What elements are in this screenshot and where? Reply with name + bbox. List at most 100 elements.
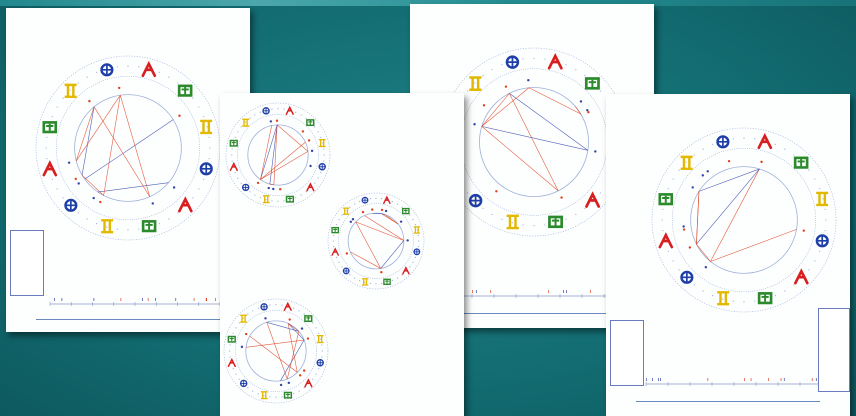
degree-dot [544,224,546,226]
aspect-line [355,221,404,241]
degree-dot [321,344,323,346]
degree-dot [281,396,283,398]
degree-dot [192,97,194,99]
chart-wheel-right [645,127,837,386]
planet-marker [267,186,270,190]
aspect-scale [449,290,627,298]
aspect-table-secondary [818,308,850,392]
inner-ring [479,87,589,197]
middle-ring [338,203,414,279]
taurus-glyph [383,278,391,285]
degree-dot [793,284,795,286]
aries-glyph [658,232,674,249]
planet-marker [310,149,314,153]
planet-marker [99,200,102,204]
aspect-line [696,168,760,245]
degree-dot [824,208,826,210]
degree-dot [237,131,239,133]
aspect-line [287,323,298,373]
gemini-glyph [816,191,829,207]
planet-marker [67,161,71,164]
degree-dot [335,256,338,258]
cancer-glyph [361,196,369,204]
degree-dot [240,126,242,128]
planet-marker [361,210,365,214]
aries-glyph [585,191,601,208]
degree-dot [206,126,208,128]
degree-dot [315,373,317,375]
degree-dot [364,281,366,283]
degree-dot [293,393,295,395]
taurus-glyph [229,139,238,147]
planet-marker [74,177,77,181]
middle-ring [671,147,817,293]
degree-dot [693,284,695,286]
degree-dot [77,82,79,84]
cancer-glyph [316,359,324,367]
taurus-glyph [42,121,58,134]
degree-dot [409,266,411,268]
degree-dot [86,76,88,78]
degree-dot [808,269,810,271]
cancer-glyph [262,107,270,115]
degree-dot [127,229,129,231]
degree-dot [314,126,316,128]
outer-ring [223,298,329,404]
aspect-line [380,240,405,269]
degree-dot [252,390,254,392]
aspect-table [10,230,44,296]
taurus-glyph [402,207,410,215]
degree-dot [359,279,361,282]
aspect-line [287,323,300,332]
planet-marker [587,110,590,114]
gemini-glyph [200,119,213,135]
planet-marker [309,164,312,168]
aspect-line [575,106,583,116]
degree-dot [354,277,356,279]
degree-dot [259,197,261,199]
planet-marker [802,229,805,232]
degree-dot [662,208,664,210]
gemini-glyph [242,118,249,127]
degree-dot [254,114,256,116]
aspect-line [93,106,151,197]
degree-dot [678,169,680,171]
degree-dot [235,373,237,375]
cancer-glyph [241,183,250,192]
planet-marker [300,327,304,330]
degree-dot [341,214,343,216]
degree-dot [158,71,160,73]
planet-marker [384,209,388,213]
planet-marker [349,220,352,224]
aries-glyph [306,182,315,192]
degree-dot [229,350,231,352]
inner-ring [74,94,182,202]
planet-marker [706,170,709,173]
taurus-glyph [584,77,600,90]
degree-dot [312,378,314,380]
degree-dot [712,143,714,145]
planet-marker [264,317,267,320]
aspect-scale [49,298,221,306]
cancer-glyph [716,135,730,149]
aries-glyph [283,301,292,311]
gemini-glyph [717,291,730,306]
degree-dot [51,178,53,180]
degree-dot [271,108,273,110]
degree-dot [354,203,356,205]
degree-dot [375,197,377,199]
aspect-line [260,124,278,180]
inner-ring [245,320,307,382]
degree-dot [318,332,320,334]
taurus-glyph [658,193,674,206]
gemini-glyph [64,83,77,99]
degree-dot [793,154,795,156]
degree-dot [244,121,246,123]
footer-rule [636,401,820,402]
degree-dot [474,82,476,84]
degree-dot [252,310,254,312]
degree-dot [599,90,601,92]
planet-marker [306,337,310,340]
planet-marker [760,160,763,164]
planet-marker [701,174,705,177]
